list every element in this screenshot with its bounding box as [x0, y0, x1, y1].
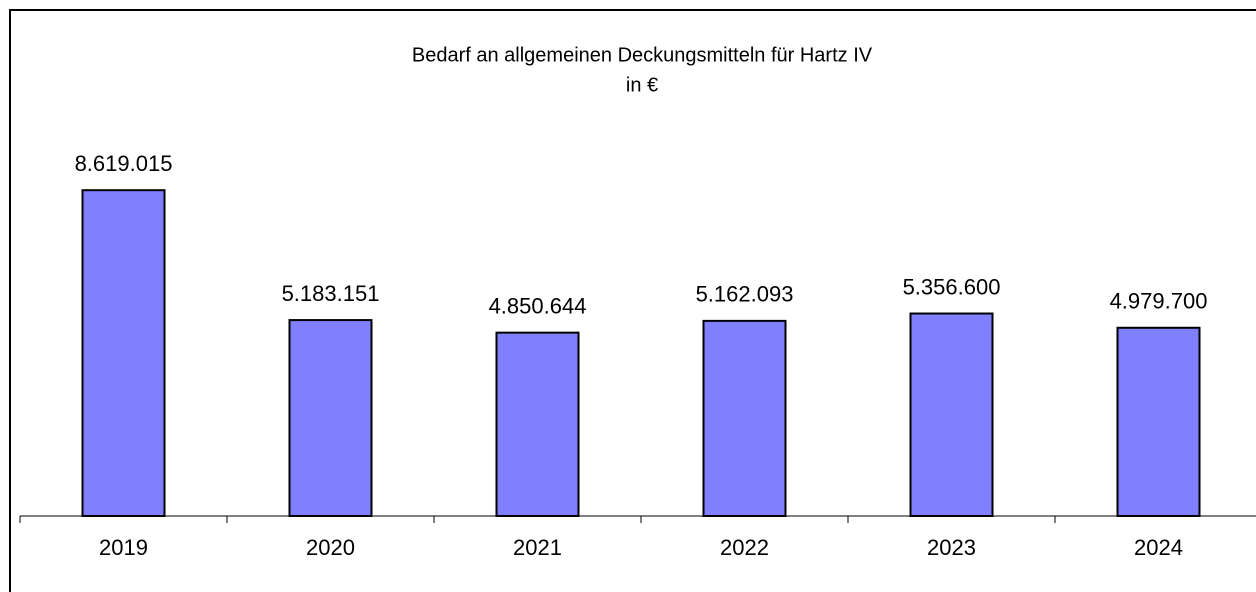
x-tick-label: 2024	[1134, 535, 1183, 560]
x-tick-label: 2022	[720, 535, 769, 560]
chart-subtitle: in €	[626, 74, 658, 96]
bar	[288, 319, 373, 518]
bar	[1116, 326, 1201, 517]
bar	[702, 319, 787, 518]
chart-frame	[9, 9, 1256, 592]
x-tick-label: 2020	[306, 535, 355, 560]
data-label: 4.979.700	[1110, 289, 1208, 314]
bar	[909, 312, 994, 517]
bar	[495, 331, 580, 517]
data-label: 5.162.093	[696, 282, 794, 307]
x-tick-label: 2019	[99, 535, 148, 560]
bar	[81, 189, 166, 517]
data-label: 4.850.644	[489, 293, 587, 318]
data-label: 8.619.015	[75, 151, 173, 176]
x-tick-label: 2021	[513, 535, 562, 560]
chart-title: Bedarf an allgemeinen Deckungsmitteln fü…	[412, 44, 873, 66]
data-label: 5.356.600	[903, 274, 1001, 299]
x-tick-label: 2023	[927, 535, 976, 560]
data-label: 5.183.151	[282, 281, 380, 306]
